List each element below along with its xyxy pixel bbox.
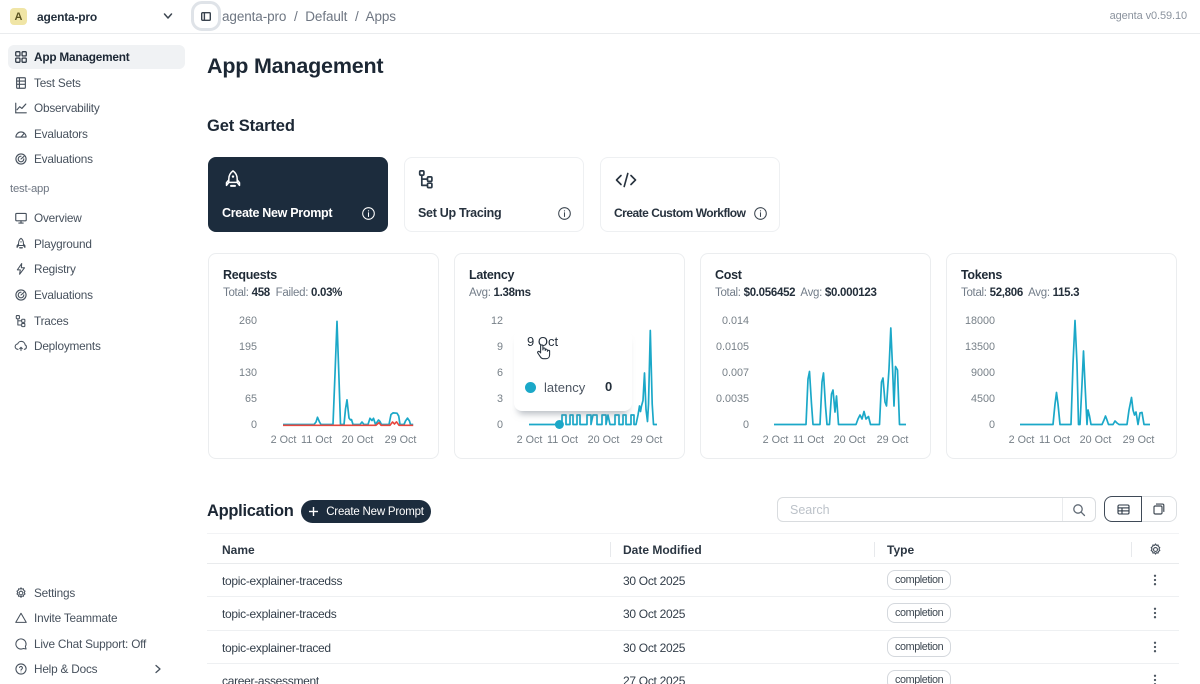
svg-text:0.0105: 0.0105 [716, 341, 749, 353]
svg-text:0.007: 0.007 [722, 367, 749, 379]
svg-text:13500: 13500 [965, 341, 995, 353]
svg-text:195: 195 [239, 341, 257, 353]
svg-text:11 Oct: 11 Oct [547, 434, 578, 446]
svg-text:20 Oct: 20 Oct [834, 434, 866, 446]
svg-text:20 Oct: 20 Oct [1080, 434, 1112, 446]
svg-text:20 Oct: 20 Oct [588, 434, 620, 446]
svg-text:29 Oct: 29 Oct [631, 434, 663, 446]
svg-text:0: 0 [743, 419, 749, 431]
svg-text:11 Oct: 11 Oct [1039, 434, 1070, 446]
svg-text:65: 65 [245, 393, 257, 405]
svg-text:2 Oct: 2 Oct [1009, 434, 1035, 446]
svg-text:29 Oct: 29 Oct [385, 434, 417, 446]
svg-text:0: 0 [497, 419, 503, 431]
svg-text:3: 3 [497, 393, 503, 405]
svg-text:9: 9 [497, 341, 503, 353]
svg-text:4500: 4500 [971, 393, 995, 405]
svg-text:11 Oct: 11 Oct [301, 434, 332, 446]
svg-text:6: 6 [497, 367, 503, 379]
svg-text:0: 0 [251, 419, 257, 431]
svg-text:29 Oct: 29 Oct [1123, 434, 1155, 446]
svg-text:9000: 9000 [971, 367, 995, 379]
svg-text:29 Oct: 29 Oct [877, 434, 909, 446]
svg-text:12: 12 [491, 315, 503, 327]
svg-text:0: 0 [989, 419, 995, 431]
svg-text:11 Oct: 11 Oct [793, 434, 824, 446]
svg-text:2 Oct: 2 Oct [517, 434, 543, 446]
svg-text:260: 260 [239, 315, 257, 327]
svg-text:2 Oct: 2 Oct [271, 434, 297, 446]
svg-text:18000: 18000 [965, 315, 995, 327]
svg-text:20 Oct: 20 Oct [342, 434, 374, 446]
svg-text:0.014: 0.014 [722, 315, 749, 327]
svg-text:130: 130 [239, 367, 257, 379]
svg-text:0.0035: 0.0035 [716, 393, 749, 405]
svg-text:2 Oct: 2 Oct [763, 434, 789, 446]
